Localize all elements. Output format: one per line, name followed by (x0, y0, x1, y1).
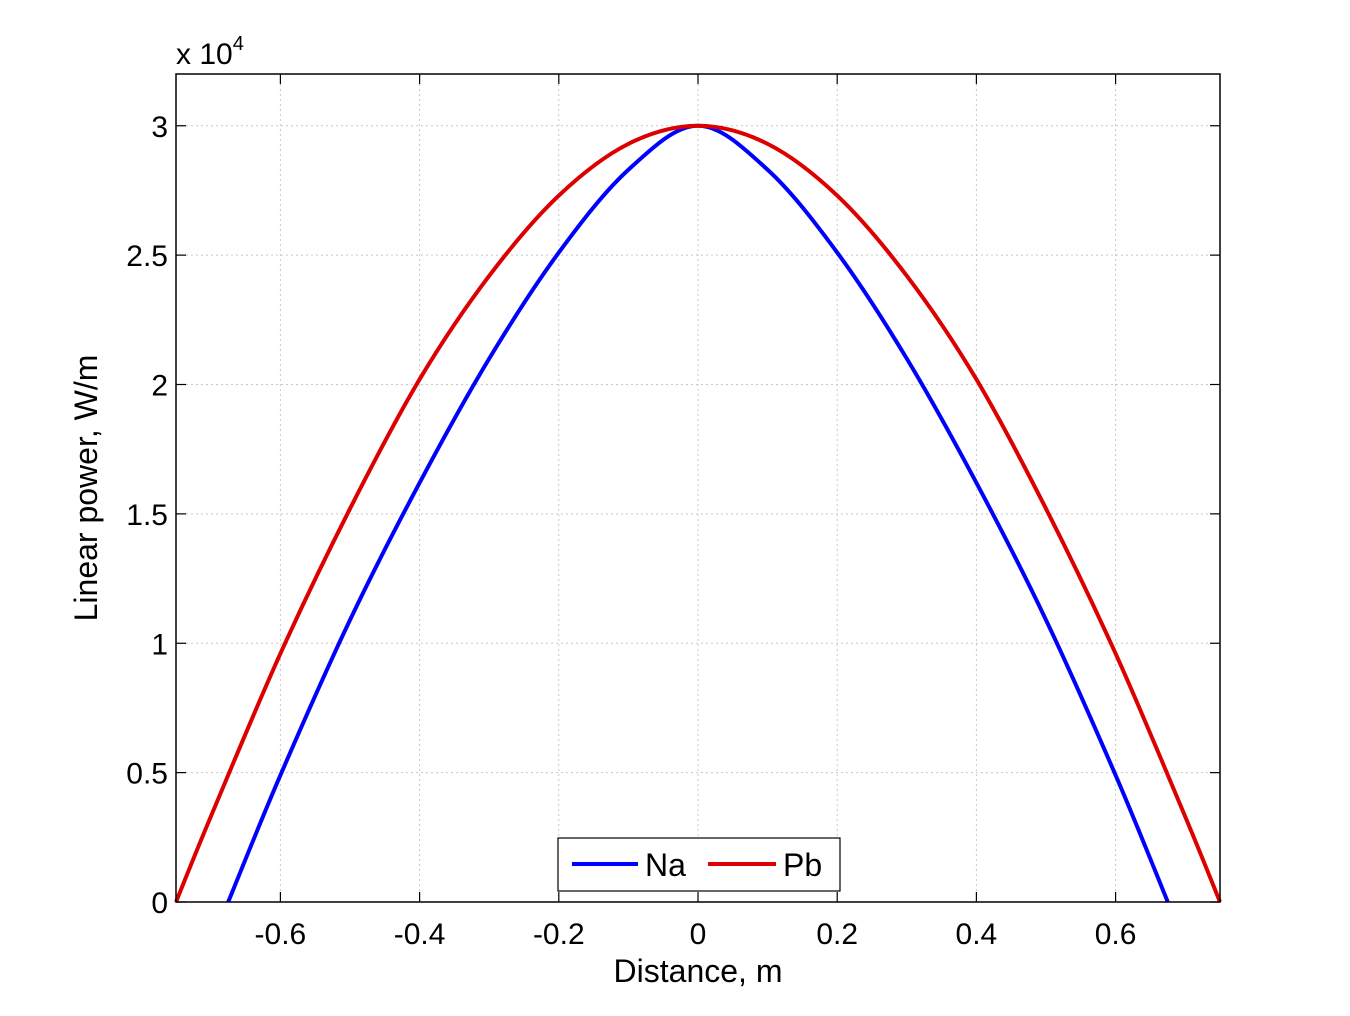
grid (176, 74, 1220, 903)
x-tick-label: 0 (690, 918, 707, 951)
y-tick-label: 2.5 (126, 240, 168, 273)
x-tick-label: 0.6 (1095, 918, 1137, 951)
y-tick-label: 1 (151, 628, 168, 661)
legend: Na Pb (557, 837, 841, 892)
y-axis-label: Linear power, W/m (68, 355, 104, 622)
y-tick-label: 2 (151, 370, 168, 403)
plot-area (176, 74, 1220, 902)
series-layer (174, 123, 1222, 903)
series-line-pb (174, 123, 1222, 903)
y-tick-label: 0.5 (126, 758, 168, 791)
ticks (176, 74, 1220, 903)
x-tick-label: -0.2 (533, 918, 585, 951)
x-tick-label: 0.4 (956, 918, 998, 951)
tick-labels: -0.6 -0.4 -0.2 0 0.2 0.4 0.6 0 0.5 1 1.5 2 2.5 3 (126, 111, 1136, 951)
x-tick-label: 0.2 (816, 918, 858, 951)
x-tick-label: -0.6 (255, 918, 307, 951)
legend-label-na: Na (645, 847, 686, 883)
y-tick-label: 0 (151, 887, 168, 920)
x-axis-label: Distance, m (614, 953, 783, 989)
y-tick-label: 1.5 (126, 499, 168, 532)
y-exponent-label: x 104 (176, 33, 244, 71)
x-tick-label: -0.4 (394, 918, 446, 951)
y-tick-label: 3 (151, 111, 168, 144)
legend-label-pb: Pb (783, 847, 822, 883)
